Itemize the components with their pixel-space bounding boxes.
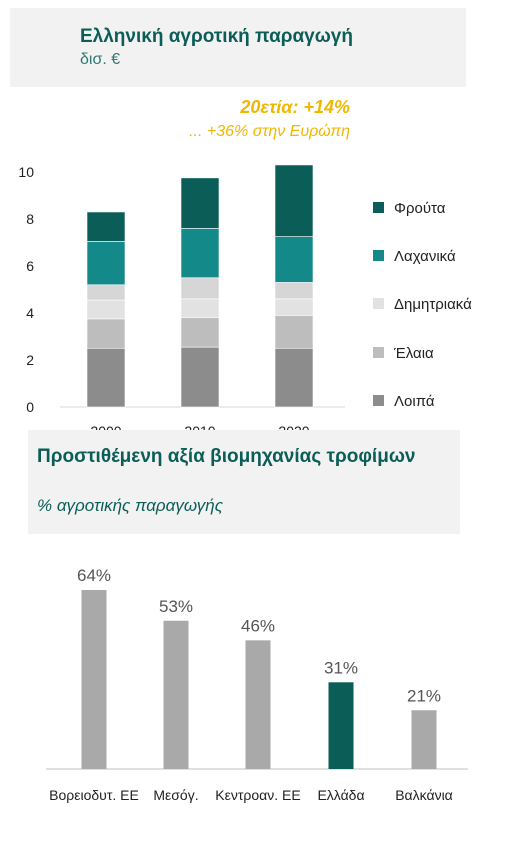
bar-segment xyxy=(180,177,220,229)
y-tick-label: 6 xyxy=(26,258,34,274)
y-tick-label: 0 xyxy=(26,399,34,415)
chart1-title: Ελληνική αγροτική παραγωγή xyxy=(80,26,353,47)
bar xyxy=(245,640,271,769)
legend-swatch xyxy=(373,298,384,309)
bar-segment xyxy=(86,211,126,242)
y-tick-label: 4 xyxy=(26,305,34,321)
stacked-bar-chart: 0 2 4 6 8 10 2000 2010 2020 Φρούτα Λαχανικά Δημητρι… xyxy=(18,164,472,430)
bar-segment xyxy=(180,346,220,408)
x-tick-label: 2010 xyxy=(184,423,215,430)
bar-segment xyxy=(274,315,314,349)
chart2-title: Προστιθέμενη αξία βιομηχανίας τροφίμων xyxy=(37,446,416,467)
bar xyxy=(163,620,189,769)
category-label: Βορειοδυτ. ΕΕ xyxy=(49,787,139,803)
data-label: 53% xyxy=(159,597,193,616)
bar-segment xyxy=(274,236,314,283)
data-label: 21% xyxy=(407,686,441,705)
chart1-subtitle: δισ. € xyxy=(80,51,121,68)
legend-label: Λοιπά xyxy=(394,393,435,410)
bar xyxy=(81,590,107,769)
legend-swatch xyxy=(373,202,384,213)
bar-segment xyxy=(274,164,314,237)
bar-segment xyxy=(86,347,126,408)
legend-label: Έλαια xyxy=(393,345,434,362)
legend-label: Δημητριακά xyxy=(394,296,472,313)
bar-segment xyxy=(86,318,126,349)
bar xyxy=(411,710,437,769)
chart1-annotation-main: 20ετία: +14% xyxy=(240,97,350,117)
chart2-header-panel xyxy=(28,430,460,534)
category-label: Ελλάδα xyxy=(317,787,364,803)
x-tick-label: 2000 xyxy=(90,423,121,430)
category-label: Μεσόγ. xyxy=(153,787,198,803)
legend-swatch xyxy=(373,347,384,358)
chart1-header-panel xyxy=(10,8,466,87)
category-label: Κεντροαν. ΕΕ xyxy=(215,787,300,803)
bar xyxy=(328,682,354,769)
data-label: 31% xyxy=(324,658,358,677)
category-label: Βαλκάνια xyxy=(395,787,453,803)
legend-swatch xyxy=(373,250,384,261)
data-label: 46% xyxy=(241,616,275,635)
y-tick-label: 10 xyxy=(18,164,34,180)
y-tick-label: 2 xyxy=(26,352,34,368)
chart2-subtitle: % αγροτικής παραγωγής xyxy=(37,496,223,515)
legend-label: Λαχανικά xyxy=(394,248,456,265)
x-tick-label: 2020 xyxy=(278,423,309,430)
chart1-annotation-sub: ... +36% στην Ευρώπη xyxy=(189,123,350,140)
bar-segment xyxy=(274,347,314,408)
legend-swatch xyxy=(373,395,384,406)
data-label: 64% xyxy=(77,566,111,585)
y-tick-label: 8 xyxy=(26,211,34,227)
legend-label: Φρούτα xyxy=(394,200,446,217)
bar-segment xyxy=(86,241,126,286)
